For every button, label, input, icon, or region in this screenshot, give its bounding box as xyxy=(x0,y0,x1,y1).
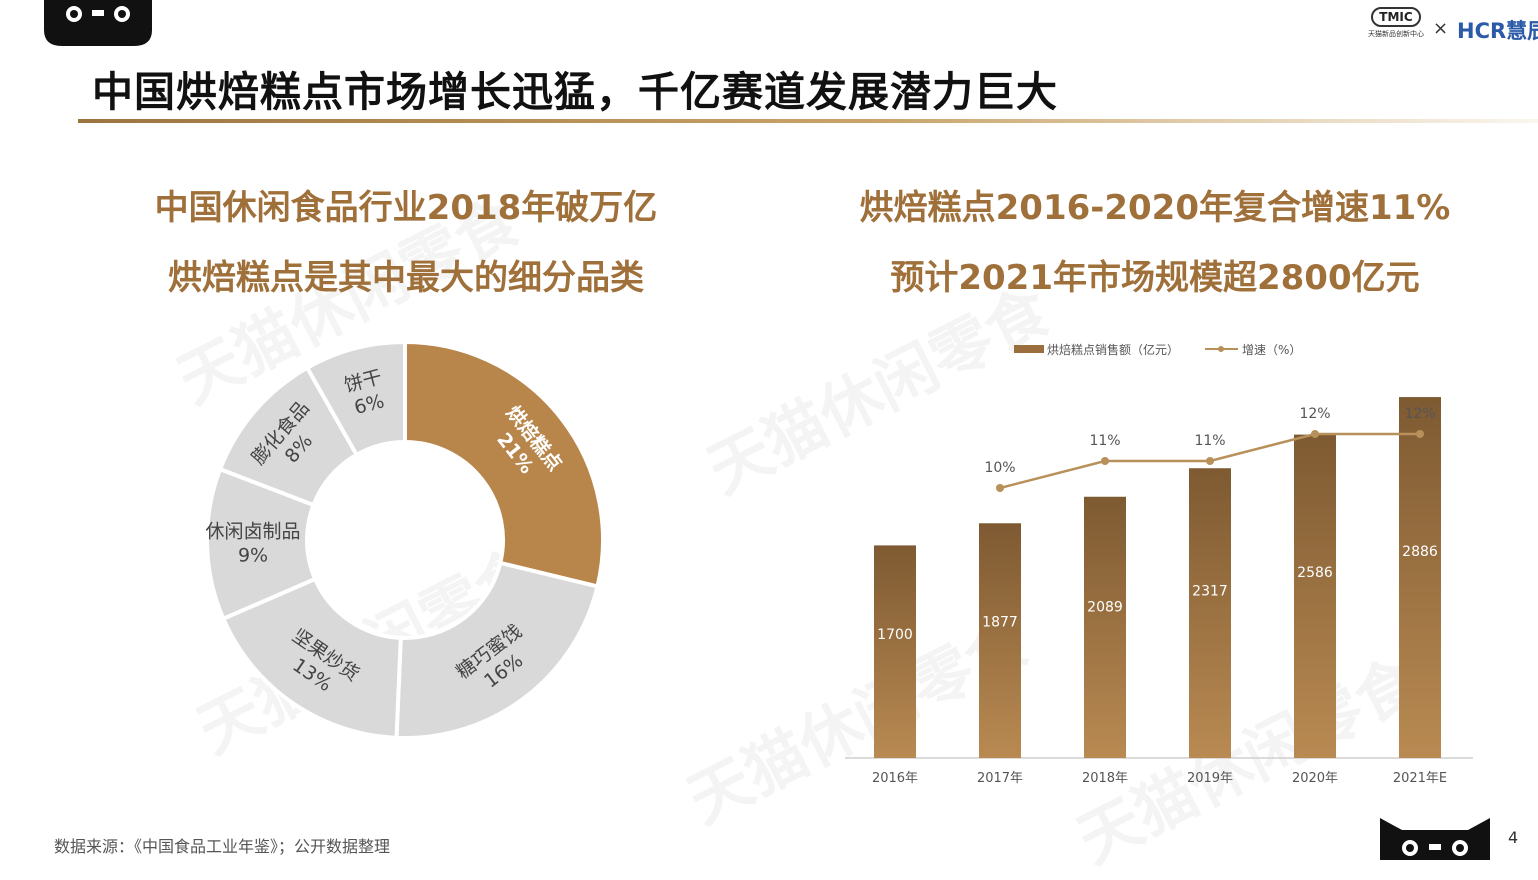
legend-line-label: 增速（%） xyxy=(1242,343,1301,357)
right-headline-2: 预计2021年市场规模超2800亿元 xyxy=(890,258,1420,298)
donut-slice xyxy=(304,339,407,458)
x-tick-label: 2016年 xyxy=(872,771,918,786)
chart-legend: 烘焙糕点销售额（亿元） 增速（%） xyxy=(1014,342,1301,357)
right-headline-1: 烘焙糕点2016-2020年复合增速11% xyxy=(859,188,1451,228)
left-headline-1: 中国休闲食品行业2018年破万亿 xyxy=(154,188,658,228)
growth-point xyxy=(1416,430,1424,438)
growth-point xyxy=(1311,430,1319,438)
donut-slice xyxy=(220,576,403,740)
bar xyxy=(1084,496,1126,758)
growth-value-label: 10% xyxy=(984,460,1015,476)
growth-point xyxy=(996,484,1004,492)
cross-sign: × xyxy=(1433,18,1449,39)
page-number: 4 xyxy=(1508,828,1519,847)
brand-logos: TMIC 天猫新品创新中心 × HCR慧辰 xyxy=(1363,6,1538,46)
bar xyxy=(1189,468,1231,758)
tmall-cat-logo-icon xyxy=(1380,818,1490,860)
bar xyxy=(979,523,1021,758)
growth-point xyxy=(1101,457,1109,465)
donut-slice xyxy=(394,560,600,740)
donut-value-label: 9% xyxy=(238,544,268,566)
donut-slice xyxy=(403,339,605,589)
tmic-logo: TMIC 天猫新品创新中心 xyxy=(1363,6,1429,39)
growth-value-label: 11% xyxy=(1194,433,1225,449)
bar-value-label: 2886 xyxy=(1402,544,1438,560)
bar-value-label: 2317 xyxy=(1192,584,1228,600)
legend-line-marker xyxy=(1218,346,1224,352)
page-title: 中国烘焙糕点市场增长迅猛，千亿赛道发展潜力巨大 xyxy=(92,68,1058,116)
legend-bar-label: 烘焙糕点销售额（亿元） xyxy=(1047,342,1179,357)
tmall-cat-logo-icon xyxy=(44,0,152,46)
left-headline-2: 烘焙糕点是其中最大的细分品类 xyxy=(168,258,644,298)
growth-value-label: 11% xyxy=(1089,433,1120,449)
tmic-logo-mark: TMIC xyxy=(1371,7,1421,27)
tmic-logo-sub: 天猫新品创新中心 xyxy=(1368,30,1424,38)
title-divider xyxy=(78,119,1538,123)
x-tick-label: 2017年 xyxy=(977,771,1023,786)
growth-value-label: 12% xyxy=(1299,406,1330,422)
x-tick-label: 2018年 xyxy=(1082,771,1128,786)
bar xyxy=(1399,397,1441,758)
donut-category-label: 休闲卤制品 xyxy=(206,520,301,542)
growth-point xyxy=(1206,457,1214,465)
bar-value-label: 2089 xyxy=(1087,600,1123,616)
x-tick-label: 2021年E xyxy=(1393,771,1447,786)
x-tick-label: 2020年 xyxy=(1292,771,1338,786)
hcr-logo: HCR慧辰 xyxy=(1457,19,1538,43)
growth-value-label: 12% xyxy=(1404,406,1435,422)
bar xyxy=(1294,434,1336,758)
data-source-note: 数据来源：《中国食品工业年鉴》；公开数据整理 xyxy=(54,837,391,856)
bar-value-label: 1700 xyxy=(877,627,913,643)
bar-value-label: 1877 xyxy=(982,615,1018,631)
legend-bar-swatch xyxy=(1014,345,1044,353)
bar xyxy=(874,545,916,758)
x-tick-label: 2019年 xyxy=(1187,771,1233,786)
bar-line-chart: 烘焙糕点销售额（亿元） 增速（%） 1700 2016年 1877 2017年 2089 20… xyxy=(845,342,1473,786)
bar-value-label: 2586 xyxy=(1297,565,1333,581)
